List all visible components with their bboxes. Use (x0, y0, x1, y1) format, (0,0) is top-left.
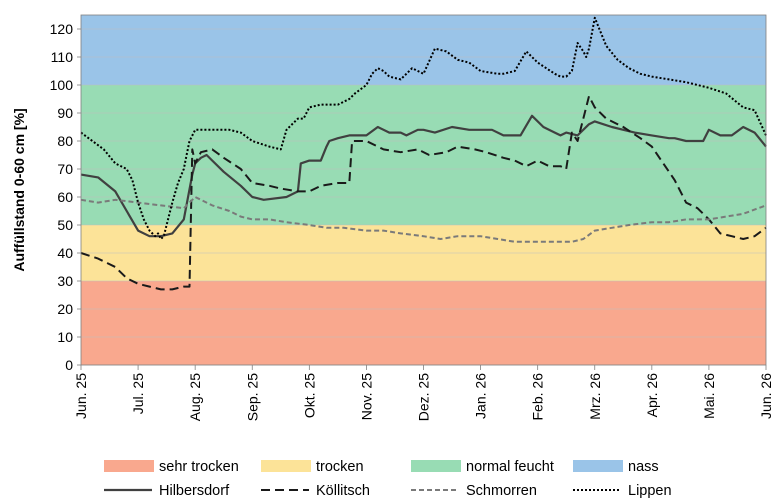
legend-label: Schmorren (466, 483, 537, 499)
x-tick-label: Jun. 26 (758, 373, 774, 419)
legend: sehr trocken trocken normal feucht nass Hilb… (104, 459, 672, 499)
x-tick-label: Jan. 26 (473, 373, 489, 419)
y-tick-label: 30 (57, 273, 73, 289)
y-tick-label: 0 (65, 357, 73, 373)
legend-label: Hilbersdorf (159, 483, 230, 499)
y-tick-label: 80 (57, 133, 73, 149)
x-tick-label: Jun. 25 (73, 373, 89, 419)
y-axis-label: Auffüllstand 0-60 cm [%] (11, 108, 27, 271)
y-tick-label: 40 (57, 245, 73, 261)
legend-label: Lippen (628, 483, 672, 499)
legend-label: sehr trocken (159, 459, 239, 475)
x-tick-labels: Jun. 25 Jul. 25 Aug. 25 Sep. 25 Okt. 25 Nov. … (73, 373, 774, 421)
x-tick-label: Mrz. 26 (587, 373, 603, 420)
x-tick-label: Nov. 25 (358, 373, 374, 420)
x-tick-label: Feb. 26 (530, 373, 546, 421)
y-tick-label: 50 (57, 217, 73, 233)
legend-swatch-trocken (261, 460, 311, 472)
legend-label: nass (628, 459, 659, 475)
x-tick-label: Sep. 25 (244, 373, 260, 421)
x-tick-label: Okt. 25 (301, 373, 317, 418)
y-tick-label: 120 (50, 21, 74, 37)
y-tick-label: 100 (50, 77, 74, 93)
x-tick-label: Dez. 25 (416, 373, 432, 421)
gridlines (81, 28, 766, 366)
moisture-bands (81, 15, 766, 365)
y-tick-label: 60 (57, 189, 73, 205)
y-tick-label: 10 (57, 329, 73, 345)
x-tick-label: Aug. 25 (187, 373, 203, 421)
legend-swatch-sehr-trocken (104, 460, 154, 472)
x-tick-label: Mai. 26 (701, 373, 717, 419)
series-line-koellitsch (80, 95, 767, 291)
band-normal-feucht (81, 85, 766, 225)
legend-label: Köllitsch (316, 483, 370, 499)
x-tick-label: Jul. 25 (130, 373, 146, 414)
y-tick-label: 110 (51, 49, 74, 65)
series-line-schmorren (80, 196, 767, 243)
legend-label: trocken (316, 459, 364, 475)
y-tick-label: 90 (57, 105, 73, 121)
y-tick-label: 20 (57, 301, 73, 317)
y-tick-labels: 0 10 20 30 40 50 60 70 80 90 100 110 120 (50, 21, 74, 373)
band-nass (81, 15, 766, 85)
x-tick-label: Apr. 26 (644, 373, 660, 418)
band-sehr-trocken (81, 281, 766, 365)
y-tick-label: 70 (57, 161, 73, 177)
legend-swatch-normal-feucht (411, 460, 461, 472)
series-lines (80, 16, 767, 291)
legend-label: normal feucht (466, 459, 554, 475)
axes (77, 14, 767, 370)
legend-swatch-nass (573, 460, 623, 472)
